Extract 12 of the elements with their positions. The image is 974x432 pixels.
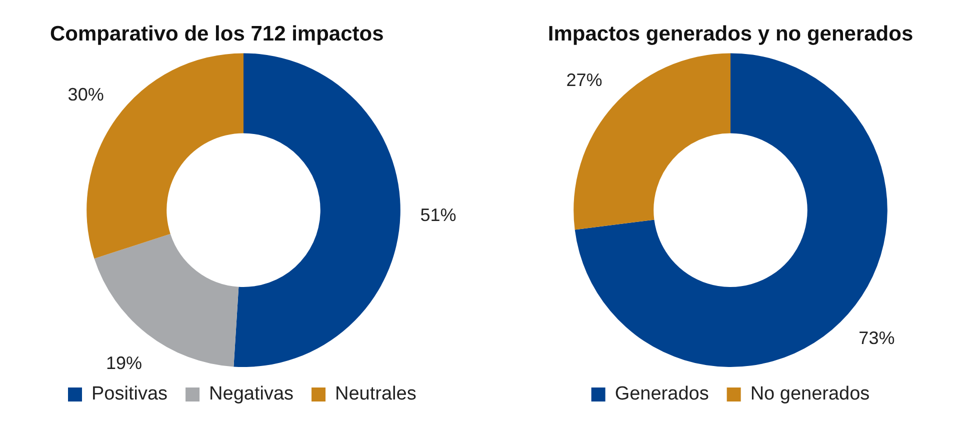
legend-label: Positivas — [92, 384, 168, 405]
legend-label: No generados — [750, 384, 870, 405]
data-label: 51% — [420, 205, 456, 226]
legend-label: Negativas — [209, 384, 294, 405]
legend-label: Generados — [614, 384, 709, 405]
data-label: 19% — [106, 353, 142, 374]
legend-label: Neutrales — [335, 384, 416, 405]
chart-title: Impactos generados y no generados — [548, 22, 914, 46]
data-label: 73% — [858, 328, 895, 348]
chart-title: Comparativo de los 712 impactos — [50, 22, 384, 46]
data-label: 27% — [566, 70, 602, 90]
data-label: 30% — [68, 84, 104, 105]
